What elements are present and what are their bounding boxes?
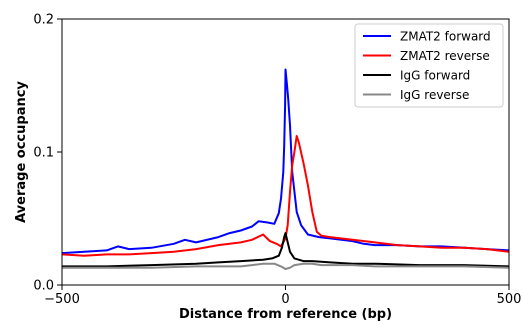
series-line-4 (62, 262, 510, 270)
x-tick-label: −500 (44, 292, 80, 307)
legend-label: IgG reverse (400, 88, 469, 102)
x-tick-label: 500 (497, 292, 522, 307)
y-tick-label: 0.0 (33, 279, 54, 294)
legend-label: ZMAT2 forward (400, 30, 491, 44)
legend-label: IgG forward (400, 69, 470, 83)
y-tick-label: 0.1 (33, 146, 54, 161)
series-line-1 (61, 68, 510, 255)
x-axis-title: Distance from reference (bp) (179, 307, 392, 322)
legend-label: ZMAT2 reverse (400, 49, 490, 63)
y-axis-title: Average occupancy (14, 81, 29, 223)
legend-box (354, 23, 504, 108)
axis-ticks: −500 0 500 0.0 0.1 0.2 (33, 13, 521, 308)
series-line-2 (61, 135, 510, 257)
x-tick-label: 0 (281, 292, 289, 307)
series-line-3 (62, 232, 510, 268)
legend: ZMAT2 forward ZMAT2 reverse IgG forward IgG… (354, 23, 504, 108)
y-tick-label: 0.2 (33, 13, 54, 28)
plot-lines (61, 68, 510, 270)
